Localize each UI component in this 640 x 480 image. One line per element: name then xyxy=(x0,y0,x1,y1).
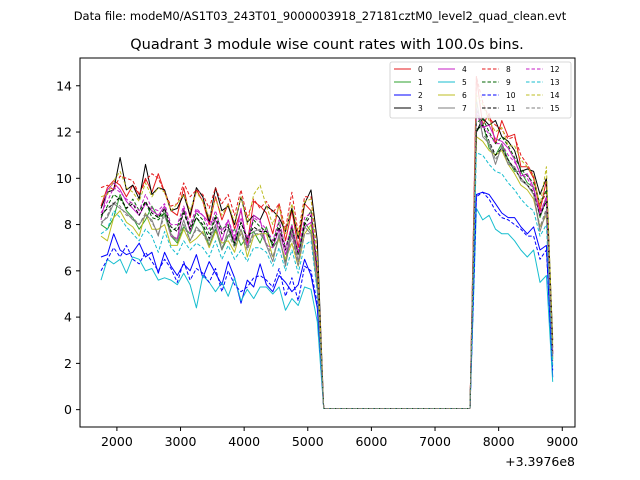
legend-label-10: 10 xyxy=(506,91,516,100)
x-tick-label: 8000 xyxy=(483,434,515,449)
y-tick-label: 12 xyxy=(56,125,72,140)
legend-label-14: 14 xyxy=(550,91,560,100)
y-tick-label: 6 xyxy=(64,263,72,278)
series-line-6 xyxy=(100,136,554,409)
series-line-14 xyxy=(100,94,554,409)
x-offset-label: +3.3976e8 xyxy=(505,454,575,469)
x-tick-label: 3000 xyxy=(165,434,197,449)
plot-frame xyxy=(79,57,576,428)
y-tick-label: 8 xyxy=(64,217,72,232)
x-axis-ticks: 2000 3000 4000 5000 6000 7000 8000 9000 xyxy=(101,427,578,449)
y-axis-ticks: 0 2 4 6 8 10 12 14 xyxy=(56,78,80,417)
y-tick-label: 10 xyxy=(56,171,72,186)
legend-label-13: 13 xyxy=(550,78,560,87)
legend-label-8: 8 xyxy=(506,65,511,74)
legend-label-3: 3 xyxy=(418,104,423,113)
y-tick-label: 4 xyxy=(64,310,72,325)
series-line-7 xyxy=(100,99,554,409)
x-tick-label: 4000 xyxy=(228,434,260,449)
series-line-11 xyxy=(100,124,554,409)
legend-label-12: 12 xyxy=(550,65,560,74)
chart-suptitle: Data file: modeM0/AS1T03_243T01_90000039… xyxy=(74,9,567,23)
legend-label-1: 1 xyxy=(418,78,423,87)
legend-label-5: 5 xyxy=(462,78,467,87)
x-tick-label: 6000 xyxy=(355,434,387,449)
series-line-3 xyxy=(100,117,554,409)
legend-label-11: 11 xyxy=(506,104,516,113)
series-line-9 xyxy=(100,117,554,409)
legend-label-2: 2 xyxy=(418,91,423,100)
legend-label-15: 15 xyxy=(550,104,560,113)
series-line-1 xyxy=(100,122,554,409)
x-tick-label: 5000 xyxy=(292,434,324,449)
x-tick-label: 7000 xyxy=(419,434,451,449)
y-tick-label: 14 xyxy=(56,78,72,93)
legend-label-9: 9 xyxy=(506,78,511,87)
legend-label-0: 0 xyxy=(418,65,423,74)
legend-frame xyxy=(389,61,572,119)
y-tick-label: 0 xyxy=(64,402,72,417)
y-tick-label: 2 xyxy=(64,356,72,371)
x-tick-label: 9000 xyxy=(546,434,578,449)
series-lines xyxy=(100,76,554,409)
series-line-15 xyxy=(100,108,554,409)
series-line-13 xyxy=(100,152,554,409)
legend-label-6: 6 xyxy=(462,91,467,100)
chart-title: Quadrant 3 module wise count rates with … xyxy=(130,37,524,53)
x-tick-label: 2000 xyxy=(101,434,133,449)
legend-label-7: 7 xyxy=(462,104,467,113)
series-line-12 xyxy=(100,108,554,409)
legend-label-4: 4 xyxy=(462,65,467,74)
